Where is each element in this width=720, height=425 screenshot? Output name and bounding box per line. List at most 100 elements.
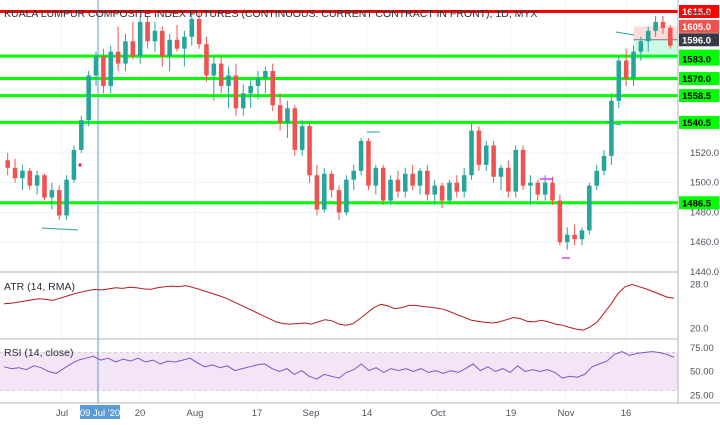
price-tick-label: 1520.0 [690,148,719,159]
time-axis[interactable]: Jul 09 Jul '20 20 Aug 17 Sep 14 Oct 19 Nov 16 [56,405,631,419]
candle-body [115,51,121,64]
candle-body [550,182,555,201]
marker-dot [78,163,82,167]
time-tick-label: 17 [252,408,263,419]
candle-body [167,39,172,57]
price-tag-box [679,52,719,66]
price-tick-label: 1440.0 [690,267,719,278]
candle-body [314,175,320,210]
time-tick-label: Oct [431,408,446,419]
time-tick-label: Jul [56,408,68,419]
candle-body [123,41,128,64]
candle-body [204,44,209,76]
price-tag-box [679,19,719,33]
atr-title[interactable]: ATR (14, RMA) [4,281,75,293]
candle-body [351,170,357,180]
candle-body [307,126,312,176]
candle-body [20,170,25,179]
time-tick-label: Sep [303,408,320,419]
candle-body [329,173,334,191]
currency-label: MYR [690,9,711,20]
candle-body [645,30,651,42]
candle-body [668,27,673,46]
price-tag-label: 1570.0 [682,74,711,85]
price-tag-box [679,115,719,129]
candle-body [410,173,415,186]
candle-body [513,149,518,192]
candle-body [255,78,261,86]
candle-body [233,75,239,109]
candle-body [285,108,290,124]
atr-tick-label: 28.0 [690,280,709,291]
price-tag-box [679,89,719,103]
rsi-band [0,352,678,391]
crosshair-date-box [80,405,120,419]
candle-body [476,130,482,165]
candle-body [373,167,379,186]
trend-mark[interactable] [605,121,622,126]
candle-body [564,234,570,243]
candle-body [358,141,364,171]
candle-body [447,182,452,201]
candle-body [454,182,460,192]
candle-body [241,93,246,109]
rsi-tick-label: 50.00 [690,367,714,378]
trend-mark[interactable] [615,31,635,36]
candle-body [196,18,202,45]
candle-body [653,21,658,31]
time-tick-label: 20 [135,408,146,419]
candle-body [528,182,533,186]
time-tick-label: Aug [187,408,204,419]
price-tag-label: 1486.5 [682,198,712,209]
trend-mark[interactable] [41,227,79,231]
candle-body [277,105,283,124]
candle-body [491,145,496,177]
rsi-tick-label: 25.00 [690,390,714,401]
candle-body [631,51,636,79]
price-tag-label: 1558.5 [682,91,712,102]
candles [5,11,673,250]
candle-body [152,30,158,42]
candle-body [5,160,10,168]
candle-body [660,21,666,28]
candle-body [439,185,445,201]
time-tick-label: 14 [362,408,373,419]
candle-body [572,234,577,240]
candle-body [182,36,187,49]
chart-title: KUALA LUMPUR COMPOSITE INDEX FUTURES (CO… [4,8,537,20]
candle-body [402,173,408,192]
price-tick-label: 1500.0 [690,178,719,189]
candle-body [263,71,268,79]
candle-body [594,170,599,186]
rsi-title[interactable]: RSI (14, close) [4,347,73,359]
candle-body [469,130,474,176]
candle-body [93,56,99,76]
price-tag-box [679,4,719,18]
candle-body [601,155,607,171]
candle-body [520,149,526,186]
price-tag-label: 1583.0 [682,55,711,66]
candle-body [137,21,143,57]
price-tags: 1615.01585.01570.01558.51540.51486.51605… [679,4,719,210]
price-tag-label: 1596.0 [682,35,711,46]
candle-body [432,185,437,195]
candle-body [506,167,511,192]
candle-body [483,145,489,165]
price-tick-label: 1480.0 [690,207,719,218]
price-tag-box [679,33,719,47]
take-profit-zone[interactable] [633,39,679,60]
candle-body [609,100,614,156]
candle-body [101,56,106,86]
candle-body [218,63,224,86]
candle-body [587,185,592,231]
drawings[interactable] [41,31,635,259]
candle-body [64,179,69,216]
price-tick-label: 1460.0 [690,237,719,248]
candle-body [49,190,55,198]
candle-body [366,141,371,186]
time-tick-label: 16 [621,408,632,419]
candle-body [557,200,563,243]
candle-body [461,175,467,192]
candle-body [56,190,62,216]
